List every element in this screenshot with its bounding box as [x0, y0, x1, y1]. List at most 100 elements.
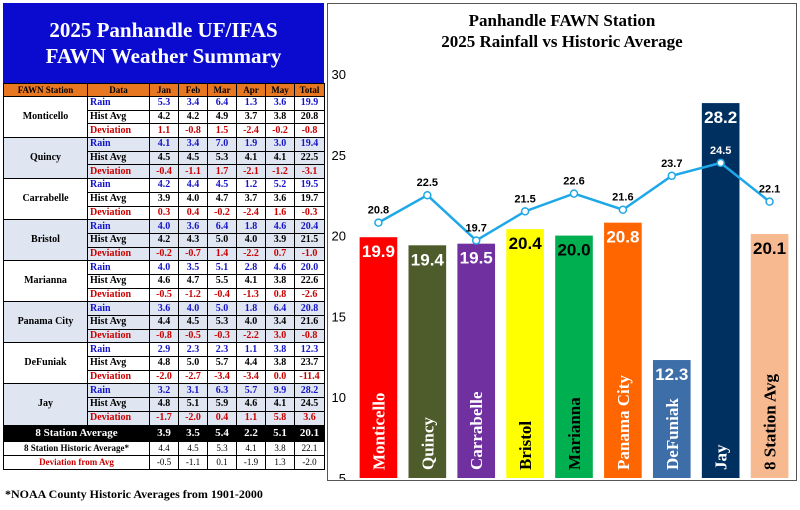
value-cell: 4.7	[207, 191, 237, 207]
row-label: Rain	[87, 137, 150, 152]
value-cell: 3.8	[265, 356, 295, 371]
chart-title-line1: Panhandle FAWN Station	[468, 11, 656, 30]
row-label: Rain	[87, 219, 150, 234]
value-cell: 4.2	[149, 109, 179, 125]
value-cell: 5.0	[178, 356, 208, 371]
value-cell: 2.3	[207, 342, 237, 358]
value-cell: 20.1	[294, 424, 325, 442]
value-cell: 0.1	[207, 454, 237, 470]
value-cell: 3.6	[149, 301, 179, 316]
value-cell: 1.1	[236, 410, 266, 426]
historic-average-point	[765, 197, 774, 206]
value-cell: 4.1	[236, 440, 266, 456]
summary-row-label: Deviation from Avg	[3, 454, 150, 470]
value-cell: -0.5	[149, 287, 179, 303]
header-cell: FAWN Station	[3, 83, 88, 97]
station-name: Quincy	[3, 137, 88, 180]
row-label: Deviation	[87, 410, 150, 426]
row-label: Deviation	[87, 205, 150, 221]
value-cell: 1.2	[236, 178, 266, 193]
value-cell: 4.1	[265, 150, 295, 166]
value-cell: 0.8	[265, 287, 295, 303]
value-cell: 2.3	[178, 342, 208, 358]
historic-average-point	[520, 207, 530, 216]
value-cell: -0.4	[207, 287, 237, 303]
value-cell: 23.7	[294, 356, 325, 371]
row-label: Hist Avg	[87, 150, 150, 166]
category-label: Marianna	[565, 397, 584, 470]
value-cell: -3.4	[207, 369, 237, 385]
value-cell: 3.9	[149, 191, 179, 207]
chart-title-line2: 2025 Rainfall vs Historic Average	[441, 32, 683, 51]
table-row: Hist Avg 4.8 5.1 5.9 4.6 4.1 24.5	[4, 397, 325, 412]
bar-value-label: 19.9	[362, 242, 395, 261]
value-cell: 2.2	[236, 424, 266, 442]
value-cell: -1.0	[294, 246, 325, 262]
header-cell: May	[265, 83, 295, 97]
summary-title-line2: FAWN Weather Summary	[45, 44, 282, 68]
historic-average-point	[423, 190, 432, 200]
value-cell: 22.5	[294, 150, 325, 166]
value-cell: 6.4	[207, 96, 237, 111]
header-cell: Jan	[149, 83, 179, 97]
table-row: Deviation -0.2 -0.7 1.4 -2.2 0.7 -1.0	[4, 246, 325, 262]
historic-average-point	[618, 205, 628, 214]
category-label: Panama City	[614, 375, 633, 470]
footnote: *NOAA County Historic Averages from 1901…	[5, 487, 263, 501]
station-name: Panama City	[3, 301, 88, 344]
value-cell: 5.7	[207, 356, 237, 371]
value-cell: -0.8	[149, 328, 179, 344]
value-cell: 4.0	[236, 315, 266, 330]
station-name: Marianna	[3, 260, 88, 303]
value-cell: -0.3	[207, 328, 237, 344]
y-tick-label: 10	[332, 390, 346, 405]
category-label: Monticello	[369, 393, 388, 470]
value-cell: 1.3	[265, 454, 295, 470]
value-cell: -2.0	[149, 369, 179, 385]
row-label: Deviation	[87, 246, 150, 262]
table-row: Hist Avg 4.4 4.5 5.3 4.0 3.4 21.6	[4, 315, 325, 330]
value-cell: 1.7	[207, 164, 237, 180]
value-cell: -3.4	[236, 369, 266, 385]
value-cell: -1.7	[149, 410, 179, 426]
summary-row-station-average: 8 Station Average 3.9 3.5 5.4 2.2 5.1 20.1	[3, 424, 325, 442]
summary-row-historic-average: 8 Station Historic Average* 4.4 4.5 5.3 4.1 3…	[3, 440, 325, 456]
table-header-row: FAWN Station Data Jan Feb Mar Apr May Total	[3, 83, 325, 97]
value-cell: 5.1	[178, 397, 208, 412]
weather-summary-panel: 2025 Panhandle UF/IFAS FAWN Weather Summ…	[3, 3, 325, 470]
bar-value-label: 20.8	[606, 228, 639, 247]
value-cell: 3.7	[236, 109, 266, 125]
value-cell: -0.5	[178, 328, 208, 344]
value-cell: -1.2	[265, 164, 295, 180]
table-row: Hist Avg 4.8 5.0 5.7 4.4 3.8 23.7	[4, 356, 325, 371]
table-row: Deviation -2.0 -2.7 -3.4 -3.4 0.0 -11.4	[4, 369, 325, 385]
value-cell: 5.8	[265, 410, 295, 426]
summary-row-label: 8 Station Average	[3, 424, 150, 442]
table-row: Monticello Rain 5.3 3.4 6.4 1.3 3.6 19.9	[3, 95, 325, 139]
value-cell: 6.4	[265, 301, 295, 316]
category-label: Carrabelle	[467, 391, 486, 470]
value-cell: -0.8	[294, 123, 325, 139]
table-row: Carrabelle Rain 4.2 4.4 4.5 1.2 5.2 19.5	[3, 178, 325, 221]
table-row: Panama City Rain 3.6 4.0 5.0 1.8 6.4 20.8	[3, 301, 325, 344]
value-cell: 4.0	[149, 260, 179, 275]
value-cell: 1.1	[149, 123, 179, 139]
y-tick-label: 5	[339, 471, 346, 480]
row-label: Deviation	[87, 123, 150, 139]
value-cell: 19.4	[294, 137, 325, 152]
value-cell: -1.1	[178, 164, 208, 180]
y-tick-label: 30	[332, 67, 346, 82]
value-cell: 19.9	[294, 96, 325, 111]
value-cell: 28.2	[294, 383, 325, 399]
historic-average-label: 22.1	[759, 184, 780, 196]
value-cell: 3.6	[265, 191, 295, 207]
row-label: Deviation	[87, 287, 150, 303]
bar	[457, 243, 496, 478]
station-name: Carrabelle	[3, 178, 88, 221]
historic-average-label: 23.7	[661, 158, 682, 170]
value-cell: -0.8	[178, 123, 208, 139]
value-cell: 5.3	[207, 150, 237, 166]
historic-average-point	[374, 218, 383, 227]
value-cell: 4.0	[178, 301, 208, 316]
table-row: Hist Avg 3.9 4.0 4.7 3.7 3.6 19.7	[4, 191, 325, 207]
